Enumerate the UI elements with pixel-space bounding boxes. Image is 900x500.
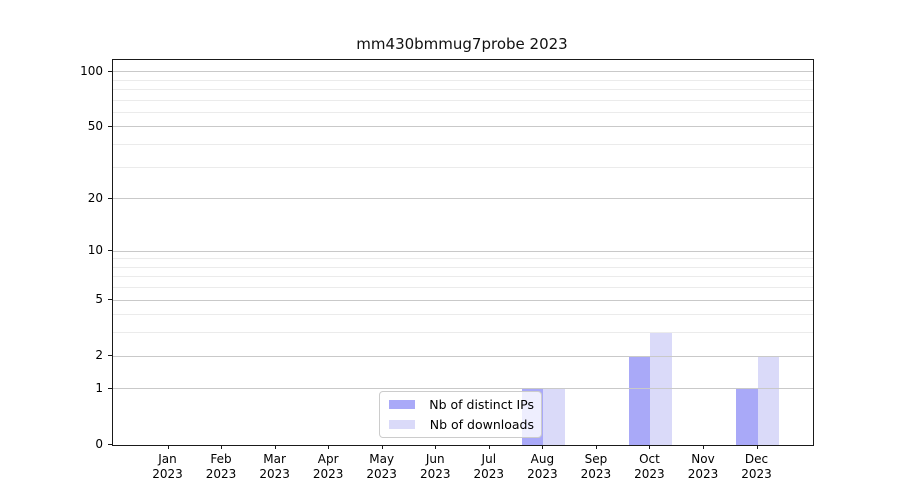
x-tick-mark (328, 445, 330, 449)
bar-downloads-aug (543, 388, 565, 445)
y-tick-label: 10 (87, 243, 103, 257)
bar-distinct-ips-dec (736, 388, 758, 445)
legend-item-distinct-ips: Nb of distinct IPs (387, 396, 534, 413)
legend: Nb of distinct IPs Nb of downloads (379, 391, 542, 438)
y-tick-mark (108, 355, 112, 357)
x-tick-label-jan: Jan 2023 (152, 452, 183, 481)
x-tick-mark (274, 445, 276, 449)
y-tick-mark (108, 125, 112, 127)
y-tick-mark (108, 299, 112, 301)
x-tick-mark (167, 445, 169, 449)
bars-layer (113, 60, 813, 445)
x-tick-label-feb: Feb 2023 (205, 452, 237, 481)
x-tick-label-mar: Mar 2023 (259, 452, 290, 481)
x-tick-label-oct: Oct 2023 (634, 452, 665, 481)
y-tick-label: 0 (95, 437, 103, 451)
plot-area (112, 59, 814, 446)
bar-distinct-ips-oct (629, 356, 651, 445)
x-tick-label-may: May 2023 (366, 452, 397, 481)
x-tick-mark (595, 445, 597, 449)
legend-label-distinct-ips: Nb of distinct IPs (429, 396, 534, 412)
x-tick-mark (435, 445, 437, 449)
y-tick-label: 1 (95, 380, 103, 395)
y-tick-label: 5 (95, 292, 103, 307)
y-tick-label: 2 (95, 348, 103, 363)
x-tick-label-sep: Sep 2023 (580, 452, 612, 481)
y-tick-mark (108, 250, 112, 251)
y-tick-mark (108, 444, 112, 445)
x-tick-mark (703, 445, 704, 449)
x-tick-label-dec: Dec 2023 (741, 452, 772, 481)
legend-swatch-downloads (389, 420, 415, 429)
x-tick-label-aug: Aug 2023 (527, 452, 558, 481)
chart-title: mm430bmmug7probe 2023 (356, 35, 568, 53)
y-tick-label: 20 (87, 190, 103, 205)
legend-label-downloads: Nb of downloads (429, 416, 534, 432)
x-tick-mark (381, 445, 383, 449)
x-tick-mark (542, 445, 544, 449)
x-tick-label-apr: Apr 2023 (312, 452, 344, 481)
x-tick-label-jun: Jun 2023 (419, 452, 451, 481)
y-tick-mark (108, 197, 112, 199)
y-tick-label: 50 (87, 118, 103, 133)
y-tick-label: 100 (80, 63, 103, 78)
x-tick-mark (649, 445, 651, 449)
y-tick-mark (108, 70, 112, 72)
y-tick-mark (108, 387, 112, 389)
x-tick-mark (221, 445, 223, 449)
bar-downloads-oct (650, 332, 672, 445)
x-tick-mark (756, 445, 758, 449)
legend-item-downloads: Nb of downloads (387, 416, 534, 433)
bar-downloads-dec (757, 356, 779, 445)
x-tick-label-jul: Jul 2023 (473, 452, 505, 481)
x-tick-mark (488, 445, 490, 449)
legend-swatch-distinct-ips (389, 400, 415, 409)
x-tick-label-nov: Nov 2023 (687, 452, 719, 481)
